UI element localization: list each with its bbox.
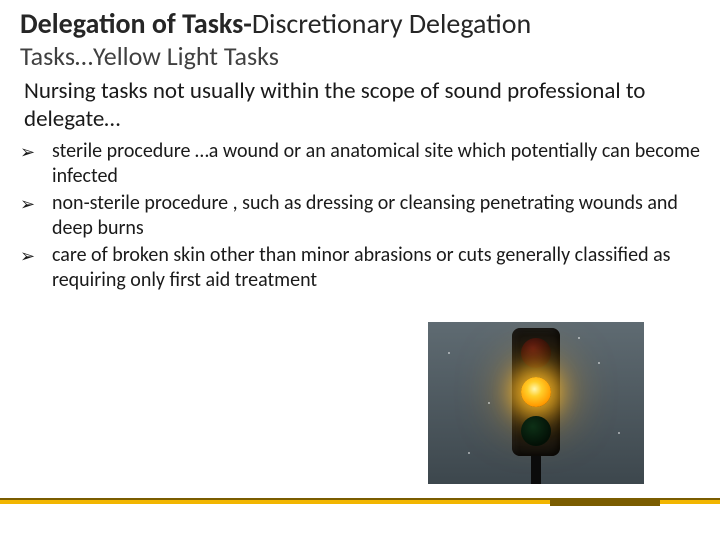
chevron-right-icon: ➢	[20, 243, 52, 268]
traffic-light-image	[428, 322, 644, 484]
bullet-text: care of broken skin other than minor abr…	[52, 243, 700, 293]
green-light-icon	[521, 416, 551, 446]
list-item: ➢ sterile procedure …a wound or an anato…	[20, 139, 700, 189]
bullet-text: sterile procedure …a wound or an anatomi…	[52, 139, 700, 189]
chevron-right-icon: ➢	[20, 139, 52, 164]
red-light-icon	[521, 338, 551, 368]
intro-text: Nursing tasks not usually within the sco…	[24, 78, 700, 133]
list-item: ➢ non-sterile procedure , such as dressi…	[20, 191, 700, 241]
yellow-light-icon	[521, 377, 551, 407]
snow-flake-icon	[448, 352, 450, 354]
snow-flake-icon	[618, 432, 620, 434]
snow-flake-icon	[578, 337, 580, 339]
title-bold: Delegation of Tasks-	[20, 6, 252, 41]
title-rest: Discretionary Delegation	[252, 6, 531, 41]
snow-flake-icon	[488, 402, 490, 404]
list-item: ➢ care of broken skin other than minor a…	[20, 243, 700, 293]
footer-accent	[550, 498, 660, 506]
slide-title: Delegation of Tasks-Discretionary Delega…	[20, 8, 700, 40]
traffic-light-body	[512, 328, 560, 456]
slide-subtitle: Tasks…Yellow Light Tasks	[20, 42, 700, 72]
bullet-list: ➢ sterile procedure …a wound or an anato…	[20, 139, 700, 293]
traffic-light-pole	[531, 456, 541, 484]
chevron-right-icon: ➢	[20, 191, 52, 216]
snow-flake-icon	[598, 362, 600, 364]
bullet-text: non-sterile procedure , such as dressing…	[52, 191, 700, 241]
slide: Delegation of Tasks-Discretionary Delega…	[0, 0, 720, 293]
snow-flake-icon	[468, 452, 470, 454]
